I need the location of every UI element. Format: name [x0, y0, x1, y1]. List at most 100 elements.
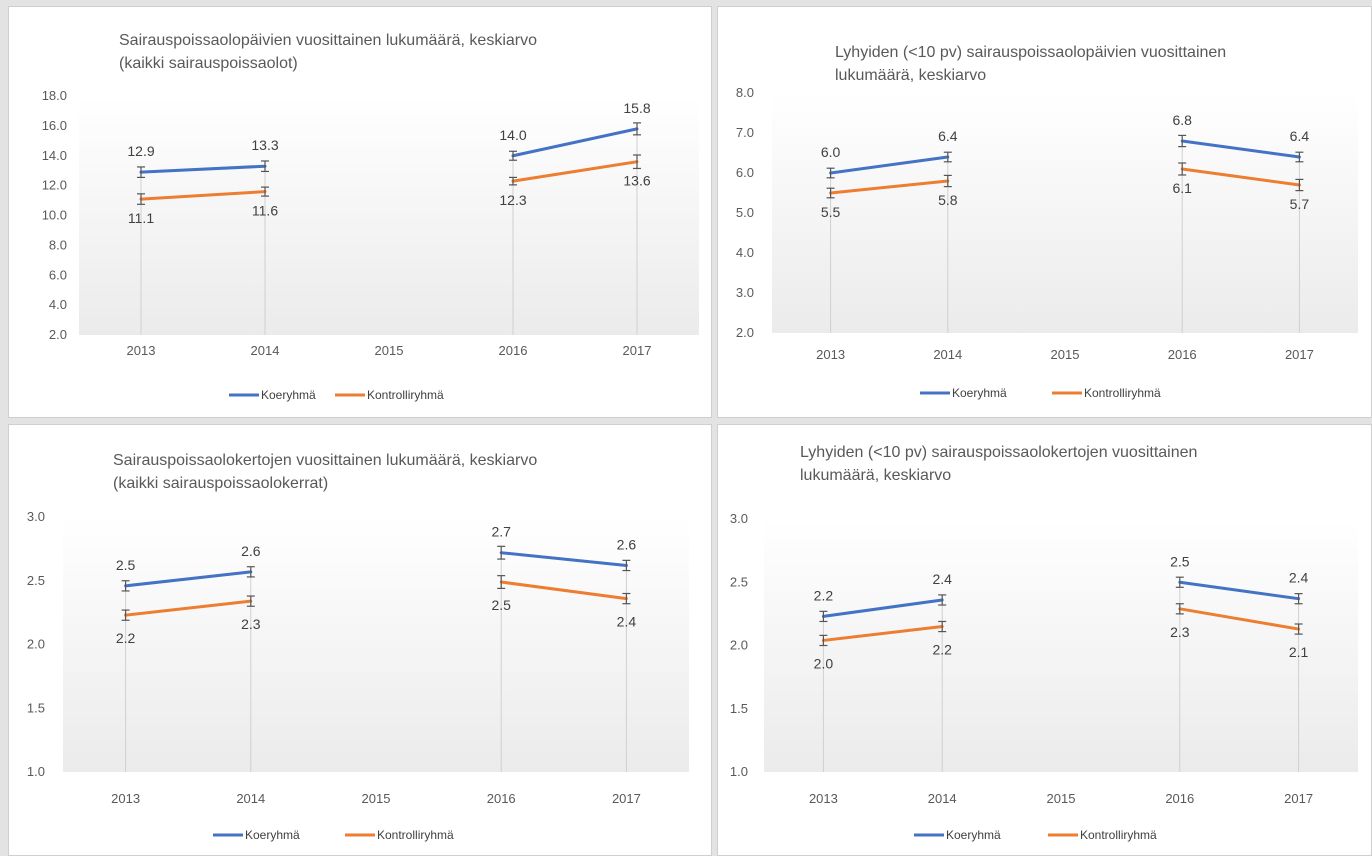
error-bar [121, 580, 130, 592]
data-label: 2.4 [932, 571, 952, 587]
error-bar [622, 559, 631, 572]
data-label: 2.5 [1170, 553, 1190, 569]
data-label: 6.1 [1172, 180, 1192, 196]
series-line-kontrolliryhma [821, 625, 944, 642]
chart-panel-1: Sairauspoissaolopäivien vuosittainen luk… [8, 6, 712, 418]
error-bar [137, 193, 145, 205]
series-line-koeryhma [124, 570, 253, 588]
x-tick-label: 2016 [487, 791, 516, 806]
series-line-koeryhma [821, 598, 944, 618]
data-label: 15.8 [623, 100, 650, 116]
chart-3-title-line-2: (kaikki sairauspoissaolokerrat) [113, 475, 328, 492]
y-tick-label: 18.0 [42, 88, 67, 103]
x-tick-label: 2017 [1284, 791, 1313, 806]
plot-area-background [79, 96, 699, 335]
chart-4-plot: 1.0 1.5 2.0 2.5 3.0 2013 2014 2015 2016 2017 2.2 2.… [730, 511, 1358, 806]
series-line-koeryhma [499, 551, 628, 567]
chart-4-legend: Koeryhmä Kontrolliryhmä [914, 828, 1157, 842]
data-label: 5.5 [821, 204, 841, 220]
legend-label-koeryhma: Koeryhmä [261, 388, 316, 402]
chart-2-title-line-1: Lyhyiden (<10 pv) sairauspoissaolopäivie… [835, 44, 1226, 61]
chart-4-title-line-1: Lyhyiden (<10 pv) sairauspoissaolokertoj… [800, 444, 1197, 461]
error-bar [509, 150, 517, 161]
error-bar [246, 566, 255, 578]
y-tick-label: 16.0 [42, 118, 67, 133]
chart-4-title-line-2: lukumäärä, keskiarvo [800, 467, 951, 484]
x-tick-label: 2015 [362, 791, 391, 806]
series-line-kontrolliryhma [1178, 607, 1301, 631]
y-tick-label: 6.0 [49, 267, 67, 282]
legend-label-kontrolliryhma: Kontrolliryhmä [1084, 386, 1161, 400]
data-label: 2.2 [814, 587, 834, 603]
error-bar [1175, 576, 1184, 588]
y-tick-label: 1.0 [730, 764, 748, 779]
legend-label-kontrolliryhma: Kontrolliryhmä [367, 388, 444, 402]
data-label: 2.2 [932, 642, 952, 658]
y-tick-label: 1.5 [27, 700, 45, 715]
data-label: 6.0 [821, 144, 841, 160]
data-label: 14.0 [499, 127, 526, 143]
x-tick-label: 2016 [1168, 347, 1197, 362]
y-tick-label: 3.0 [27, 509, 45, 524]
chart-3-title-line-1: Sairauspoissaolokertojen vuosittainen lu… [113, 452, 537, 469]
series-line-koeryhma [1178, 580, 1301, 601]
data-label: 5.8 [938, 192, 958, 208]
error-bar [826, 187, 835, 199]
x-tick-label: 2016 [1165, 791, 1194, 806]
data-label: 6.8 [1172, 112, 1192, 128]
data-label: 2.3 [1170, 624, 1190, 640]
series-line-koeryhma [511, 127, 639, 158]
y-tick-label: 2.0 [736, 325, 754, 340]
data-label: 2.6 [617, 536, 637, 552]
y-tick-label: 12.0 [42, 178, 67, 193]
error-bar [633, 154, 641, 170]
data-label: 2.1 [1289, 644, 1309, 660]
data-label: 11.1 [128, 210, 154, 226]
error-bar [1178, 162, 1187, 176]
legend-label-koeryhma: Koeryhmä [946, 828, 1001, 842]
x-tick-label: 2016 [499, 343, 528, 358]
data-label: 2.3 [241, 616, 261, 632]
x-tick-label: 2017 [1285, 347, 1314, 362]
error-bar [938, 594, 947, 606]
error-bar [1295, 178, 1304, 192]
error-bar [121, 609, 130, 621]
data-label: 12.3 [499, 192, 526, 208]
series-line-kontrolliryhma [124, 599, 253, 617]
chart-2-svg: Lyhyiden (<10 pv) sairauspoissaolopäivie… [736, 44, 1358, 400]
legend-label-kontrolliryhma: Kontrolliryhmä [1080, 828, 1157, 842]
data-label: 2.0 [814, 655, 834, 671]
x-tick-label: 2015 [1047, 791, 1076, 806]
y-tick-label: 6.0 [736, 165, 754, 180]
x-tick-label: 2014 [236, 791, 265, 806]
data-label: 6.4 [1290, 128, 1310, 144]
x-tick-label: 2015 [1051, 347, 1080, 362]
error-bar [819, 634, 828, 647]
plot-area-background [63, 517, 689, 772]
error-bar [633, 122, 641, 136]
data-label: 6.4 [938, 128, 958, 144]
x-tick-label: 2014 [251, 343, 280, 358]
x-tick-label: 2013 [816, 347, 845, 362]
legend-label-kontrolliryhma: Kontrolliryhmä [377, 828, 454, 842]
y-tick-label: 14.0 [42, 148, 67, 163]
error-bar [1294, 593, 1303, 605]
data-label: 11.6 [252, 203, 278, 219]
chart-2-title-line-2: lukumäärä, keskiarvo [835, 67, 986, 84]
y-tick-label: 5.0 [736, 205, 754, 220]
y-tick-label: 3.0 [736, 285, 754, 300]
series-line-kontrolliryhma [139, 190, 267, 201]
error-bar [819, 610, 828, 623]
x-tick-label: 2017 [612, 791, 641, 806]
y-tick-label: 8.0 [49, 237, 67, 252]
x-tick-label: 2015 [375, 343, 404, 358]
series-line-kontrolliryhma [1180, 167, 1301, 187]
legend-label-koeryhma: Koeryhmä [245, 828, 300, 842]
series-line-koeryhma [139, 164, 267, 174]
error-bar [497, 545, 506, 560]
error-bar [1295, 151, 1304, 163]
series-line-kontrolliryhma [511, 160, 639, 183]
chart-3-svg: Sairauspoissaolokertojen vuosittainen lu… [27, 452, 689, 842]
chart-3-legend: Koeryhmä Kontrolliryhmä [213, 828, 454, 842]
chart-panel-4: Lyhyiden (<10 pv) sairauspoissaolokertoj… [717, 424, 1372, 856]
